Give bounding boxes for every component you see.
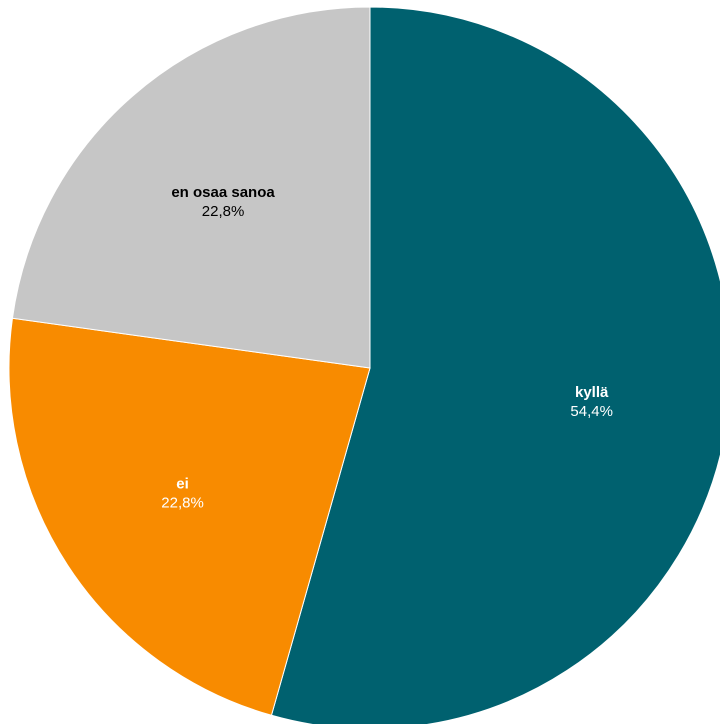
slice-label-en-osaa-sanoa: en osaa sanoa bbox=[171, 184, 275, 201]
pie-slice-ei bbox=[8, 317, 371, 716]
slice-value-kylla: 54,4% bbox=[570, 403, 613, 420]
slice-value-ei: 22,8% bbox=[161, 494, 204, 511]
slice-value-en-osaa-sanoa: 22,8% bbox=[202, 203, 245, 220]
slice-label-ei: ei bbox=[176, 475, 189, 492]
pie-labels: kyllä 54,4% ei 22,8% en osaa sanoa 22,8% bbox=[161, 184, 613, 511]
pie-slice-en-osaa-sanoa bbox=[11, 6, 371, 369]
pie-slices bbox=[8, 6, 720, 724]
pie-slice-kylla bbox=[270, 6, 720, 724]
slice-label-kylla: kyllä bbox=[575, 384, 609, 401]
